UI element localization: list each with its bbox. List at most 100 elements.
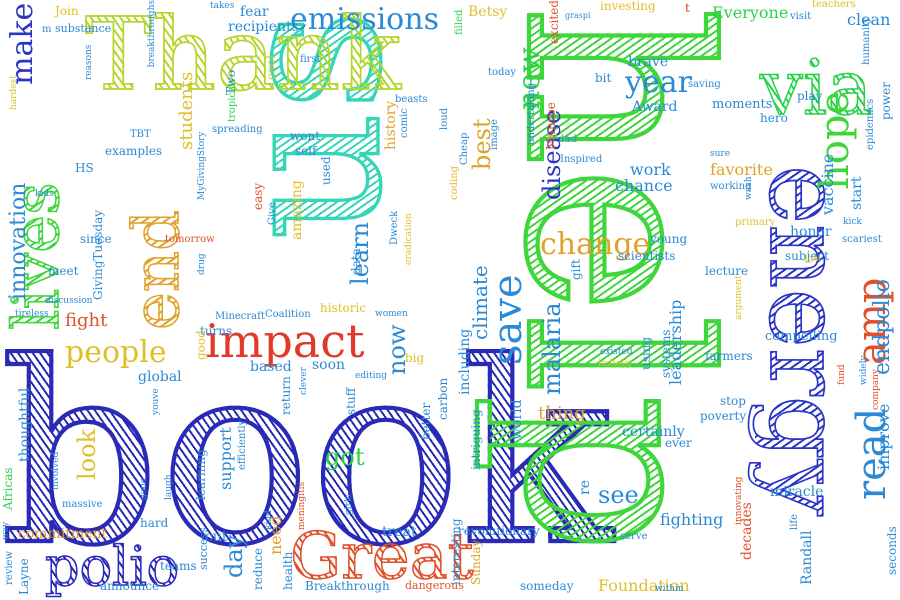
word-eradication: eradication	[404, 213, 414, 265]
word-today: today	[488, 67, 517, 78]
word-bit: bit	[595, 71, 612, 85]
word-join: Join	[55, 4, 79, 18]
word-laugh: laugh	[164, 474, 174, 500]
word-dweck: Dweck	[389, 210, 400, 245]
word-turns: turns	[200, 324, 233, 338]
word-tireless: tireless	[15, 309, 49, 319]
word-polio: polio	[44, 535, 180, 598]
word-improve: improve	[874, 403, 893, 470]
word-everyone: Everyone	[712, 3, 789, 22]
word-intriguing: intriguing	[469, 409, 483, 470]
word-innovating: innovating	[734, 476, 744, 525]
word-comic: comic	[399, 108, 410, 138]
word-commitment: commitment	[18, 526, 108, 542]
word-now: now	[383, 324, 411, 375]
word-dad: dad	[558, 134, 577, 145]
word-involved: involved	[51, 451, 61, 490]
word-got: got	[325, 443, 365, 471]
word-editing: editing	[355, 371, 388, 381]
word-company: company	[871, 368, 881, 410]
word-tropical: tropical	[227, 82, 238, 122]
word-within: within	[655, 584, 684, 594]
word-saving: saving	[688, 79, 721, 90]
word-excited: excited	[547, 0, 561, 45]
word-cool: cool	[264, 54, 278, 80]
word-serve: serve	[620, 531, 648, 542]
word-filled: filled	[454, 9, 465, 35]
word-play: play	[797, 89, 823, 103]
word-discussion: discussion	[45, 296, 93, 306]
word-cut: cut	[205, 529, 228, 545]
word-someday: someday	[520, 579, 574, 593]
word-revolutionary: revolutionary	[458, 524, 540, 538]
word-kind: kind	[264, 510, 274, 530]
word-fund: fund	[837, 364, 847, 385]
word-via: via	[759, 43, 873, 132]
word-widely: widely	[859, 355, 869, 385]
word-way: way	[1, 521, 11, 540]
word-based: based	[250, 359, 292, 375]
word-fighting: fighting	[660, 510, 724, 529]
word-women: women	[375, 309, 408, 319]
word-better: better	[419, 402, 433, 440]
word-foundation: Foundation	[598, 576, 690, 595]
word-change: change	[540, 227, 651, 262]
word-amazing: amazing	[289, 180, 305, 240]
word-hero: hero	[760, 111, 788, 125]
word-impact: impact	[205, 314, 365, 368]
word-hs: HS	[75, 161, 94, 175]
word-breakthrough: Breakthrough	[305, 579, 390, 593]
word-book: book	[0, 309, 615, 600]
word-award: Award	[632, 99, 678, 115]
word-look: look	[73, 428, 101, 480]
word-self: self	[295, 144, 317, 158]
word-gene: gene	[139, 477, 149, 500]
word-review: review	[4, 550, 15, 585]
word-favorite: favorite	[710, 160, 773, 179]
word-miracle: miracle	[770, 484, 824, 500]
word-givingtuesday: GivingTuesday	[91, 209, 105, 300]
word-ever: ever	[665, 436, 692, 450]
word-data: data	[349, 248, 363, 275]
word-meningitis: meningitis	[297, 481, 307, 530]
word-return: return	[279, 376, 293, 415]
word-innovation: innovation	[6, 182, 31, 300]
word-certainly: certainly	[622, 424, 685, 440]
word-life: life	[789, 513, 800, 530]
word-wash: wash	[744, 176, 754, 200]
word-wont: wont	[290, 129, 321, 143]
word-existed: existed	[600, 347, 633, 357]
word-learning: learning	[194, 449, 208, 500]
word-history: history	[383, 100, 399, 150]
word-climate: climate	[468, 265, 492, 340]
word-compelling: compelling	[765, 329, 838, 344]
word-world: world	[509, 399, 525, 440]
word-gift: gift	[569, 259, 583, 280]
word-substance: substance	[55, 22, 112, 35]
word-investing: investing	[600, 0, 656, 13]
word-graspi: graspi	[565, 11, 591, 20]
word-primary: primary	[735, 217, 776, 228]
word-initially: initially	[598, 359, 633, 369]
word-loud: loud	[439, 107, 450, 130]
word-give: Give	[267, 202, 278, 225]
word-beasts: beasts	[395, 94, 428, 105]
word-africas: Africas	[1, 467, 15, 510]
word-moments: moments	[712, 97, 773, 112]
word-teams: teams	[160, 559, 197, 573]
word-systems: systems	[659, 329, 673, 378]
word-thank: Thank	[84, 0, 401, 113]
word-honor: honor	[790, 224, 832, 240]
word-treat: treat	[382, 524, 417, 540]
word-scientists: scientists	[618, 249, 676, 263]
word-global: global	[138, 369, 182, 385]
word-munroe: Munroe	[544, 102, 558, 150]
word-examples: examples	[105, 144, 163, 158]
word-takes: takes	[210, 1, 235, 11]
word-announce: announce	[100, 579, 160, 593]
word-reasons: reasons	[84, 44, 94, 80]
word-hardest: hardest	[9, 75, 19, 110]
word-argument: argument	[734, 275, 744, 321]
word-epidemics: epidemics	[865, 98, 876, 150]
